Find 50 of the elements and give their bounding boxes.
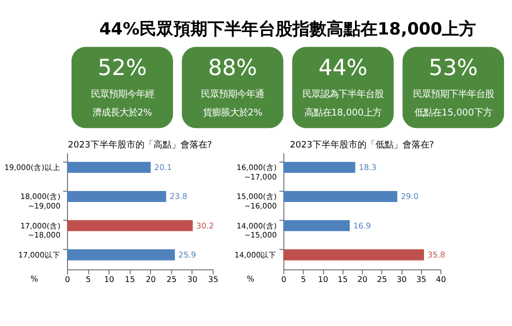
text: 44%民眾預期下半年台股指數高點在18,000上方 bbox=[99, 18, 476, 39]
bar bbox=[283, 249, 424, 260]
x-tick-label: 25 bbox=[376, 275, 388, 284]
data-label: 29.0 bbox=[400, 192, 419, 202]
x-tick-label: 10 bbox=[104, 275, 114, 284]
data-label: 16.9 bbox=[353, 221, 371, 230]
bar bbox=[67, 190, 166, 202]
x-tick-label: 35 bbox=[208, 275, 218, 284]
data-label: 23.8 bbox=[170, 192, 188, 202]
data-label: 20.1 bbox=[154, 163, 172, 172]
data-label: 35.8 bbox=[428, 250, 446, 260]
text: 民眾預期下半年台股 bbox=[412, 89, 494, 100]
bar bbox=[67, 249, 175, 260]
data-label: 30.2 bbox=[196, 221, 214, 230]
text: 88% bbox=[208, 56, 258, 82]
text: 民眾預期今年通 bbox=[201, 89, 264, 100]
chart-title: 2023下半年股市的「低點」會落在? bbox=[290, 140, 434, 151]
text: 低點在15,000下方 bbox=[414, 108, 492, 119]
text: 民眾預期今年經 bbox=[90, 89, 154, 100]
x-tick-label: 20 bbox=[357, 275, 368, 284]
bar bbox=[67, 220, 193, 232]
bar bbox=[283, 190, 398, 202]
x-tick-label: 10 bbox=[318, 275, 328, 284]
x-tick-label: 15 bbox=[124, 275, 136, 284]
bar bbox=[283, 220, 350, 232]
x-tick-label: 5 bbox=[300, 275, 306, 284]
text: 民眾認為下半年台股 bbox=[302, 89, 384, 100]
x-tick-label: 0 bbox=[65, 275, 70, 284]
x-tick-label: 5 bbox=[86, 275, 91, 284]
x-tick-label: 0 bbox=[281, 275, 286, 284]
text: 53% bbox=[428, 56, 478, 82]
x-axis-title: % bbox=[30, 274, 38, 284]
bar bbox=[283, 162, 356, 173]
text: 52% bbox=[98, 56, 147, 82]
data-label: 25.9 bbox=[178, 250, 196, 260]
text: 濟成長大於2% bbox=[92, 108, 152, 119]
bar bbox=[67, 162, 151, 173]
chart-title: 2023下半年股市的「高點」會落在? bbox=[68, 140, 212, 151]
data-label: 18.3 bbox=[358, 163, 376, 172]
x-tick-label: 30 bbox=[187, 275, 198, 284]
text: 貨膨脹大於2% bbox=[202, 108, 263, 119]
text: 高點在18,000上方 bbox=[304, 108, 382, 119]
x-tick-label: 30 bbox=[396, 275, 407, 284]
text: 44% bbox=[318, 56, 368, 82]
x-axis-title: % bbox=[246, 274, 255, 284]
x-tick-label: 35 bbox=[416, 275, 426, 284]
x-tick-label: 20 bbox=[146, 275, 156, 284]
x-tick-label: 25 bbox=[166, 275, 177, 284]
x-tick-label: 40 bbox=[436, 275, 446, 284]
x-tick-label: 15 bbox=[338, 275, 348, 284]
